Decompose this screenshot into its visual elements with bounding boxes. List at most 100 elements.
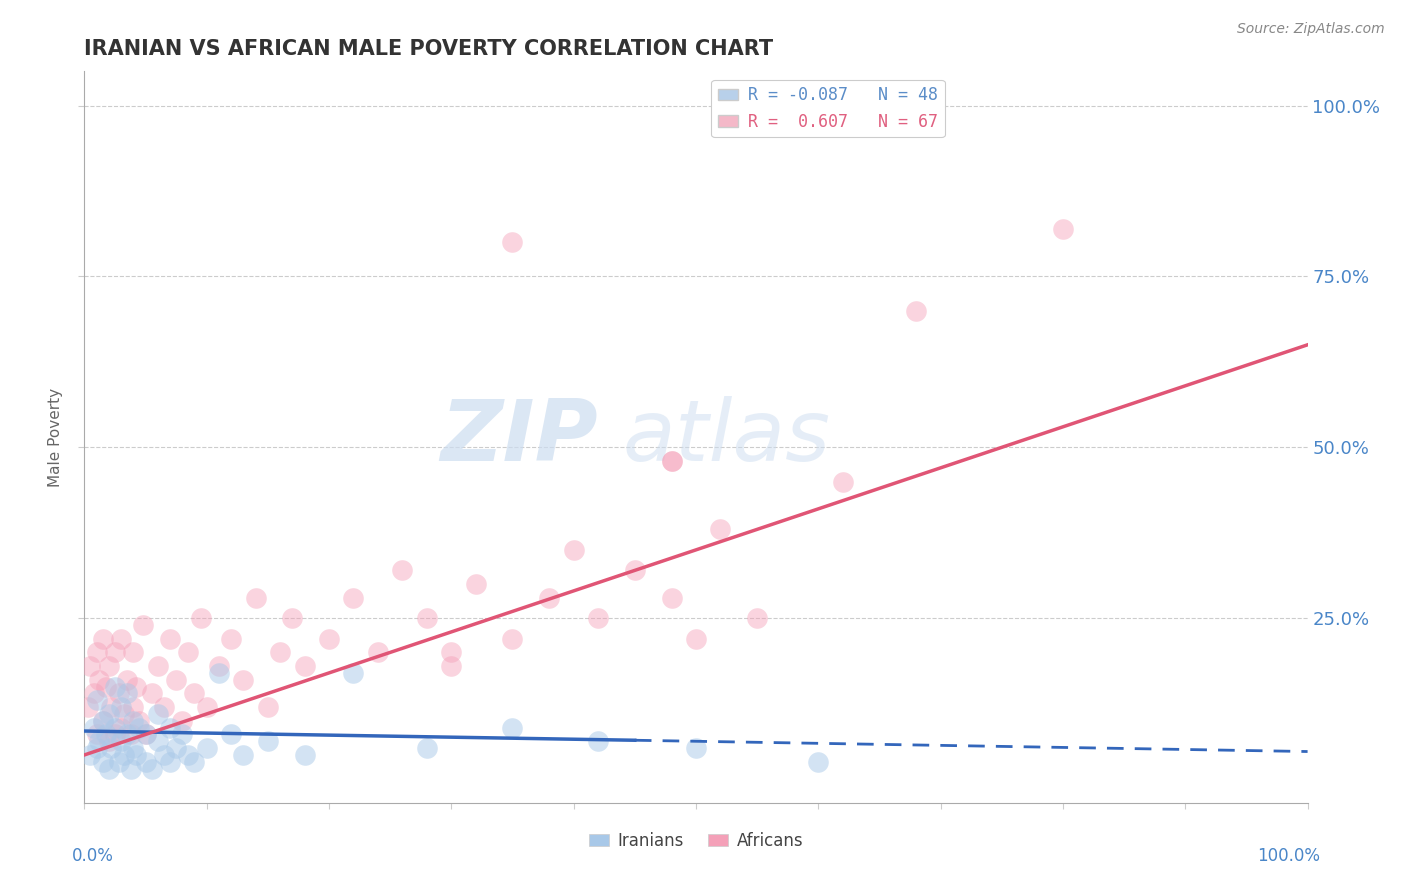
Africans [79, 659, 101, 673]
Y-axis label: Male Poverty: Male Poverty [48, 387, 63, 487]
Africans [87, 673, 110, 687]
Text: IRANIAN VS AFRICAN MALE POVERTY CORRELATION CHART: IRANIAN VS AFRICAN MALE POVERTY CORRELAT… [84, 38, 773, 59]
Africans [232, 673, 254, 687]
Iranians [83, 721, 105, 735]
Iranians [159, 755, 181, 769]
Iranians [110, 734, 132, 748]
Africans [146, 659, 169, 673]
Iranians [232, 747, 254, 762]
Iranians [91, 755, 114, 769]
Iranians [115, 727, 138, 741]
Text: atlas: atlas [623, 395, 831, 479]
Africans [685, 632, 707, 646]
Africans [502, 235, 524, 250]
Africans [104, 727, 127, 741]
Africans [110, 721, 132, 735]
Iranians [257, 734, 280, 748]
Africans [464, 577, 486, 591]
Iranians [100, 741, 122, 756]
Iranians [97, 762, 120, 776]
Iranians [110, 700, 132, 714]
Iranians [586, 734, 609, 748]
Africans [97, 734, 120, 748]
Iranians [128, 721, 150, 735]
Africans [86, 645, 108, 659]
Africans [172, 714, 194, 728]
Iranians [146, 734, 169, 748]
Africans [257, 700, 280, 714]
Iranians [208, 665, 231, 680]
Iranians [122, 714, 145, 728]
Africans [219, 632, 242, 646]
Iranians [97, 706, 120, 721]
Iranians [177, 747, 200, 762]
Africans [153, 700, 176, 714]
Africans [661, 454, 683, 468]
Africans [318, 632, 340, 646]
Africans [269, 645, 291, 659]
Africans [661, 591, 683, 605]
Africans [183, 686, 205, 700]
Africans [83, 686, 105, 700]
Africans [132, 618, 155, 632]
Iranians [159, 721, 181, 735]
Africans [110, 632, 132, 646]
Africans [905, 303, 928, 318]
Iranians [502, 721, 524, 735]
Africans [77, 700, 100, 714]
Iranians [294, 747, 316, 762]
Text: 100.0%: 100.0% [1257, 847, 1320, 864]
Text: ZIP: ZIP [440, 395, 598, 479]
Africans [165, 673, 187, 687]
Iranians [416, 741, 439, 756]
Africans [747, 611, 769, 625]
Africans [135, 727, 157, 741]
Africans [104, 645, 127, 659]
Iranians [115, 686, 138, 700]
Africans [91, 714, 114, 728]
Africans [141, 686, 163, 700]
Africans [281, 611, 304, 625]
Africans [342, 591, 364, 605]
Africans [159, 632, 181, 646]
Africans [107, 686, 129, 700]
Iranians [342, 665, 364, 680]
Iranians [219, 727, 242, 741]
Iranians [87, 734, 110, 748]
Africans [440, 659, 463, 673]
Text: Source: ZipAtlas.com: Source: ZipAtlas.com [1237, 22, 1385, 37]
Iranians [141, 762, 163, 776]
Africans [100, 700, 122, 714]
Legend: Iranians, Africans: Iranians, Africans [582, 825, 810, 856]
Iranians [172, 727, 194, 741]
Iranians [104, 680, 127, 694]
Africans [416, 611, 439, 625]
Iranians [135, 727, 157, 741]
Iranians [807, 755, 830, 769]
Iranians [120, 762, 142, 776]
Africans [1052, 221, 1074, 235]
Africans [294, 659, 316, 673]
Iranians [107, 755, 129, 769]
Africans [128, 714, 150, 728]
Africans [538, 591, 561, 605]
Africans [391, 563, 413, 577]
Iranians [125, 747, 148, 762]
Africans [624, 563, 647, 577]
Iranians [165, 741, 187, 756]
Africans [120, 727, 142, 741]
Africans [208, 659, 231, 673]
Text: 0.0%: 0.0% [72, 847, 114, 864]
Africans [831, 475, 853, 489]
Africans [367, 645, 389, 659]
Africans [91, 632, 114, 646]
Iranians [685, 741, 707, 756]
Africans [502, 632, 524, 646]
Iranians [96, 727, 118, 741]
Iranians [146, 706, 169, 721]
Africans [122, 700, 145, 714]
Africans [96, 680, 118, 694]
Africans [440, 645, 463, 659]
Africans [245, 591, 267, 605]
Iranians [86, 741, 108, 756]
